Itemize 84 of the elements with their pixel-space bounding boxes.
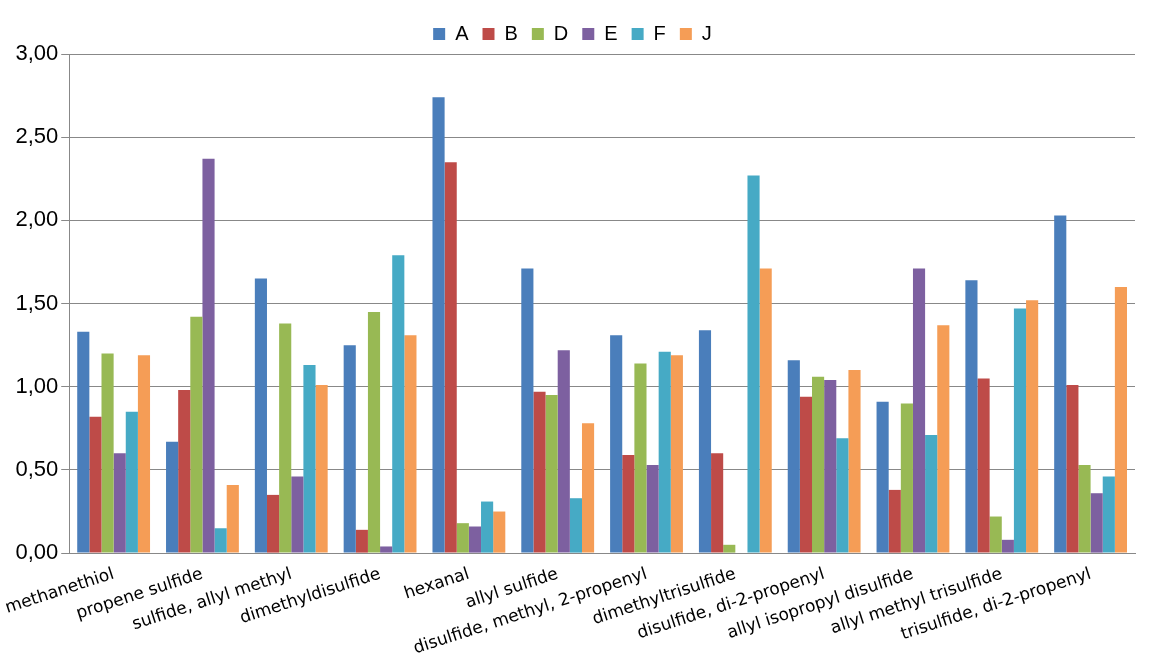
- bar: [1013, 308, 1027, 553]
- bar: [1066, 385, 1079, 553]
- bar: [367, 311, 381, 553]
- bar: [569, 498, 582, 553]
- bar: [610, 335, 623, 553]
- bar: [493, 511, 506, 553]
- bar: [1001, 539, 1014, 553]
- bar: [912, 268, 926, 553]
- bar: [137, 355, 151, 553]
- bar: [343, 345, 356, 553]
- bar: [888, 489, 901, 553]
- legend-label: J: [701, 21, 712, 44]
- bar: [759, 268, 772, 553]
- bar: [557, 350, 570, 553]
- y-tick-label: 0,50: [15, 456, 59, 481]
- bar: [545, 395, 558, 553]
- bar: [1026, 300, 1039, 553]
- bar: [711, 453, 724, 553]
- bar: [303, 365, 316, 553]
- bar: [202, 158, 215, 553]
- legend-label: E: [604, 21, 618, 44]
- bar: [214, 528, 227, 553]
- bar: [77, 331, 90, 553]
- bar: [1078, 464, 1091, 553]
- bar: [101, 353, 114, 553]
- bar: [521, 268, 534, 553]
- bar: [456, 523, 469, 553]
- bar: [315, 385, 328, 553]
- bar: [279, 323, 292, 553]
- bar: [848, 370, 861, 553]
- bar: [468, 526, 482, 553]
- bar: [125, 411, 138, 553]
- bar: [432, 97, 445, 553]
- bar: [355, 529, 368, 553]
- bar: [622, 454, 635, 553]
- bar: [977, 378, 990, 553]
- bar: [900, 403, 913, 553]
- bar: [787, 360, 800, 553]
- bar: [581, 423, 595, 553]
- legend-label: F: [653, 21, 666, 44]
- bar: [925, 435, 938, 553]
- bar: [965, 280, 978, 553]
- y-tick-label: 2,50: [15, 123, 59, 149]
- bar: [723, 544, 736, 553]
- bar: [291, 476, 304, 553]
- y-tick-label: 3,00: [15, 40, 59, 66]
- y-tick-label: 1,00: [15, 372, 59, 398]
- bar: [876, 401, 889, 553]
- y-tick-label: 2,00: [15, 206, 59, 232]
- bar: [380, 546, 393, 553]
- bar: [634, 363, 647, 553]
- bar: [799, 396, 813, 553]
- bar: [1114, 286, 1128, 553]
- bar: [1102, 476, 1115, 553]
- bar: [190, 316, 203, 553]
- bar: [178, 390, 191, 553]
- legend-label: D: [553, 21, 569, 44]
- bar: [404, 335, 417, 553]
- bar: [824, 380, 837, 553]
- legend-label: B: [504, 21, 518, 44]
- y-tick-label: 1,50: [15, 289, 59, 315]
- bar: [747, 175, 760, 553]
- bar: [646, 464, 659, 553]
- bar: [1090, 493, 1103, 553]
- bar: [226, 484, 239, 553]
- bar: [937, 325, 950, 553]
- bar: [266, 494, 280, 553]
- bar: [89, 416, 102, 553]
- bar: [836, 438, 849, 553]
- legend-label: A: [455, 21, 470, 44]
- bar: [812, 376, 825, 553]
- bar: [658, 351, 671, 553]
- bar: [113, 453, 126, 553]
- bar: [670, 355, 683, 553]
- bar: [698, 330, 712, 553]
- bar: [254, 278, 267, 553]
- y-tick-label: 0,00: [15, 539, 59, 565]
- bar: [392, 255, 405, 553]
- bar: [481, 501, 494, 553]
- bar: [533, 391, 546, 553]
- bar: [1054, 215, 1067, 553]
- bar: [166, 441, 179, 553]
- bar: [989, 516, 1002, 553]
- bar: [444, 162, 457, 553]
